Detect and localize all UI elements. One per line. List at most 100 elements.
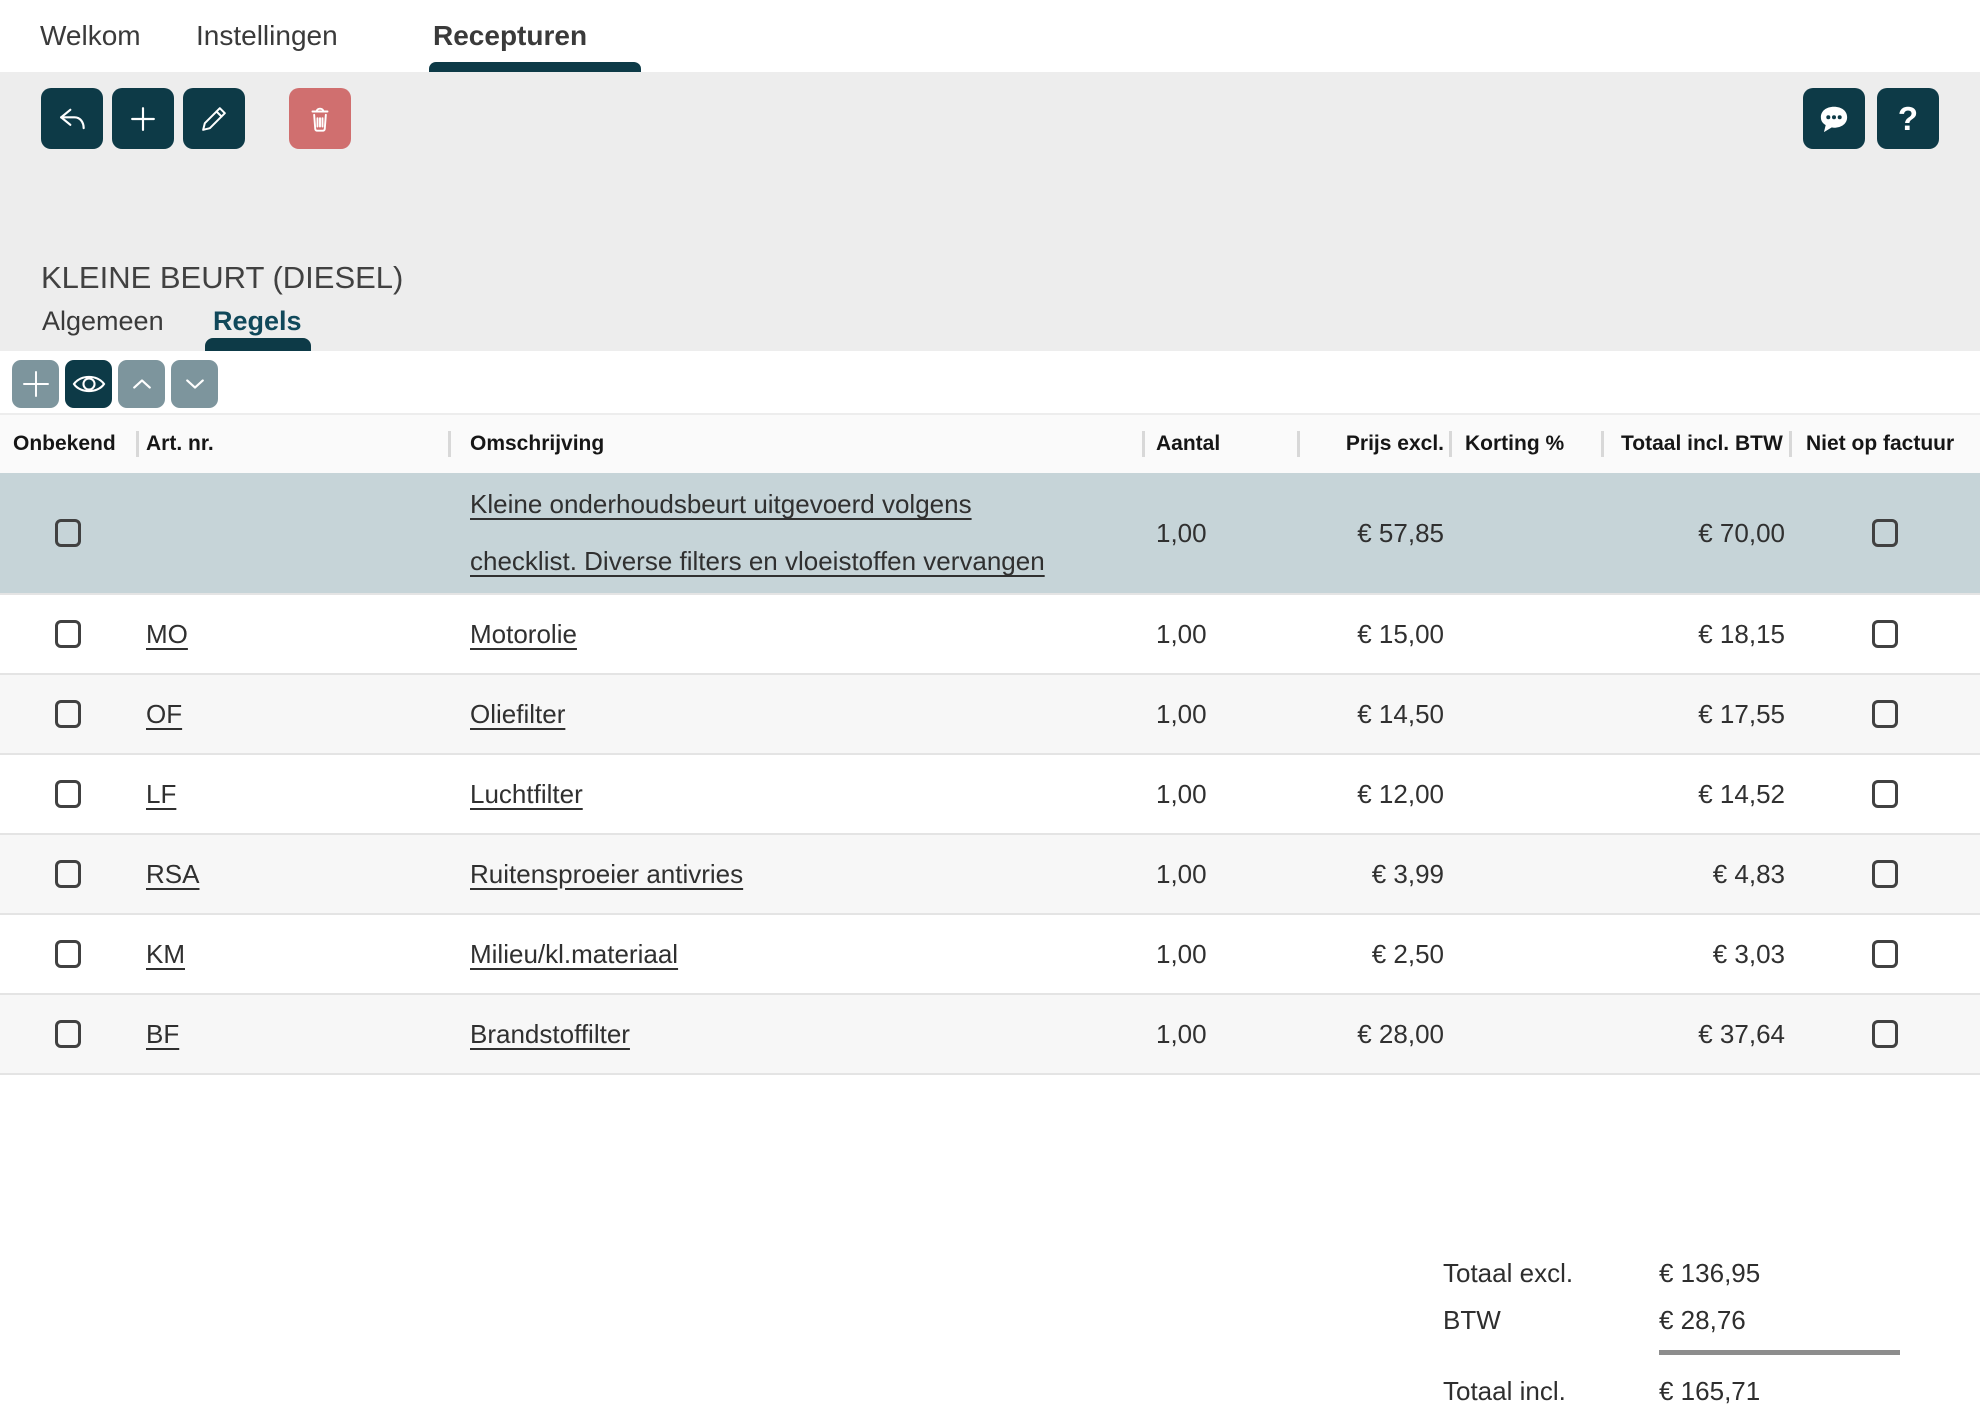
- aantal-cell: 1,00: [1156, 618, 1207, 649]
- aantal-cell: 1,00: [1156, 858, 1207, 889]
- prijs-excl-cell: € 12,00: [1357, 778, 1444, 809]
- sub-tab-bar: Algemeen Regels: [0, 291, 1980, 351]
- add-button[interactable]: [112, 88, 174, 149]
- active-tab-indicator: [429, 62, 641, 72]
- column-header-totaal-incl-btw: Totaal incl. BTW: [1601, 415, 1789, 473]
- trash-icon: [300, 99, 340, 139]
- subtab-algemeen[interactable]: Algemeen: [42, 306, 164, 336]
- omschrijving-link[interactable]: Milieu/kl.materiaal: [470, 938, 679, 969]
- move-row-up-button[interactable]: [118, 360, 165, 408]
- edit-button[interactable]: [183, 88, 245, 149]
- prijs-excl-cell: € 15,00: [1357, 618, 1444, 649]
- totaal-incl-cell: € 18,15: [1698, 618, 1785, 649]
- table-row[interactable]: KM Milieu/kl.materiaal 1,00 € 2,50 € 3,0…: [0, 915, 1980, 995]
- aantal-cell: 1,00: [1156, 517, 1207, 548]
- totals-divider: [1659, 1350, 1900, 1355]
- omschrijving-link[interactable]: Ruitensproeier antivries: [470, 858, 744, 889]
- art-nr-link[interactable]: BF: [146, 1018, 180, 1049]
- prijs-excl-cell: € 14,50: [1357, 698, 1444, 729]
- tab-recepturen[interactable]: Recepturen: [433, 20, 588, 51]
- column-header-omschrijving: Omschrijving: [448, 415, 1142, 473]
- totaal-incl-label: Totaal incl.: [1443, 1376, 1566, 1406]
- column-header-prijs-excl: Prijs excl.: [1297, 415, 1449, 473]
- active-subtab-indicator: [205, 338, 311, 351]
- table-row-toolbar: [12, 360, 1980, 408]
- totaal-incl-cell: € 14,52: [1698, 778, 1785, 809]
- btw-label: BTW: [1443, 1305, 1501, 1335]
- omschrijving-link[interactable]: Brandstoffilter: [470, 1018, 630, 1049]
- column-header-art-nr: Art. nr.: [136, 415, 448, 473]
- omschrijving-line: checklist. Diverse filters en vloeistoff…: [470, 546, 1045, 576]
- onbekend-checkbox[interactable]: [55, 940, 81, 968]
- art-nr-link[interactable]: OF: [146, 698, 183, 729]
- aantal-cell: 1,00: [1156, 938, 1207, 969]
- omschrijving-link[interactable]: Oliefilter: [470, 698, 566, 729]
- table-row[interactable]: LF Luchtfilter 1,00 € 12,00 € 14,52: [0, 755, 1980, 835]
- onbekend-checkbox[interactable]: [55, 860, 81, 888]
- niet-op-factuur-checkbox[interactable]: [1871, 700, 1898, 728]
- add-row-button[interactable]: [12, 360, 59, 408]
- table-row[interactable]: OF Oliefilter 1,00 € 14,50 € 17,55: [0, 675, 1980, 755]
- totaal-incl-cell: € 37,64: [1698, 1018, 1785, 1049]
- table-row[interactable]: BF Brandstoffilter 1,00 € 28,00 € 37,64: [0, 995, 1980, 1075]
- table-header-row: Onbekend Art. nr. Omschrijving Aantal Pr…: [0, 413, 1980, 473]
- onbekend-checkbox[interactable]: [55, 700, 81, 728]
- btw-value: € 28,76: [1659, 1305, 1746, 1335]
- move-row-down-button[interactable]: [171, 360, 218, 408]
- niet-op-factuur-checkbox[interactable]: [1871, 860, 1898, 888]
- help-button[interactable]: ?: [1877, 88, 1939, 149]
- niet-op-factuur-checkbox[interactable]: [1871, 940, 1898, 968]
- chat-bubble-icon: [1813, 98, 1855, 140]
- plus-icon: [123, 99, 163, 139]
- column-header-korting: Korting %: [1449, 415, 1601, 473]
- totaal-incl-cell: € 3,03: [1712, 938, 1785, 969]
- niet-op-factuur-checkbox[interactable]: [1871, 1020, 1898, 1048]
- prijs-excl-cell: € 3,99: [1371, 858, 1444, 889]
- totals-summary: Totaal excl. € 136,95 BTW € 28,76 Totaal…: [1443, 1250, 1900, 1407]
- recipe-lines-table: Onbekend Art. nr. Omschrijving Aantal Pr…: [0, 413, 1980, 1075]
- art-nr-link[interactable]: KM: [146, 938, 185, 969]
- page-header-band: ? KLEINE BEURT (DIESEL) Algemeen Regels: [0, 72, 1980, 351]
- delete-button[interactable]: [289, 88, 351, 149]
- niet-op-factuur-checkbox[interactable]: [1871, 620, 1898, 648]
- column-header-onbekend: Onbekend: [13, 432, 116, 455]
- omschrijving-link[interactable]: Luchtfilter: [470, 778, 583, 809]
- question-mark-icon: ?: [1897, 99, 1919, 137]
- chevron-up-icon: [125, 367, 159, 401]
- art-nr-link[interactable]: MO: [146, 618, 188, 649]
- prijs-excl-cell: € 28,00: [1357, 1018, 1444, 1049]
- table-row[interactable]: RSA Ruitensproeier antivries 1,00 € 3,99…: [0, 835, 1980, 915]
- prijs-excl-cell: € 57,85: [1357, 517, 1444, 548]
- onbekend-checkbox[interactable]: [55, 519, 81, 547]
- tab-instellingen[interactable]: Instellingen: [196, 20, 338, 51]
- onbekend-checkbox[interactable]: [55, 1020, 81, 1048]
- view-row-button[interactable]: [65, 360, 112, 408]
- totaal-incl-cell: € 17,55: [1698, 698, 1785, 729]
- niet-op-factuur-checkbox[interactable]: [1871, 519, 1898, 547]
- page-title: KLEINE BEURT (DIESEL): [41, 260, 404, 295]
- totaal-incl-value: € 165,71: [1659, 1376, 1761, 1406]
- omschrijving-link[interactable]: Kleine onderhoudsbeurt uitgevoerd volgen…: [470, 476, 1142, 590]
- totaal-excl-value: € 136,95: [1659, 1258, 1761, 1288]
- niet-op-factuur-checkbox[interactable]: [1871, 780, 1898, 808]
- tab-welkom[interactable]: Welkom: [40, 20, 141, 51]
- chat-button[interactable]: [1803, 88, 1865, 149]
- aantal-cell: 1,00: [1156, 1018, 1207, 1049]
- totaal-incl-cell: € 70,00: [1698, 517, 1785, 548]
- onbekend-checkbox[interactable]: [55, 780, 81, 808]
- omschrijving-line: Kleine onderhoudsbeurt uitgevoerd volgen…: [470, 489, 972, 519]
- back-button[interactable]: [41, 88, 103, 149]
- column-header-niet-op-factuur: Niet op factuur: [1789, 415, 1980, 473]
- subtab-regels[interactable]: Regels: [213, 306, 302, 336]
- onbekend-checkbox[interactable]: [55, 620, 81, 648]
- prijs-excl-cell: € 2,50: [1371, 938, 1444, 969]
- art-nr-link[interactable]: RSA: [146, 858, 200, 889]
- omschrijving-link[interactable]: Motorolie: [470, 618, 577, 649]
- aantal-cell: 1,00: [1156, 698, 1207, 729]
- table-row[interactable]: MO Motorolie 1,00 € 15,00 € 18,15: [0, 595, 1980, 675]
- aantal-cell: 1,00: [1156, 778, 1207, 809]
- art-nr-link[interactable]: LF: [146, 778, 177, 809]
- table-row[interactable]: Kleine onderhoudsbeurt uitgevoerd volgen…: [0, 473, 1980, 595]
- plus-icon: [18, 366, 54, 402]
- totaal-incl-cell: € 4,83: [1712, 858, 1785, 889]
